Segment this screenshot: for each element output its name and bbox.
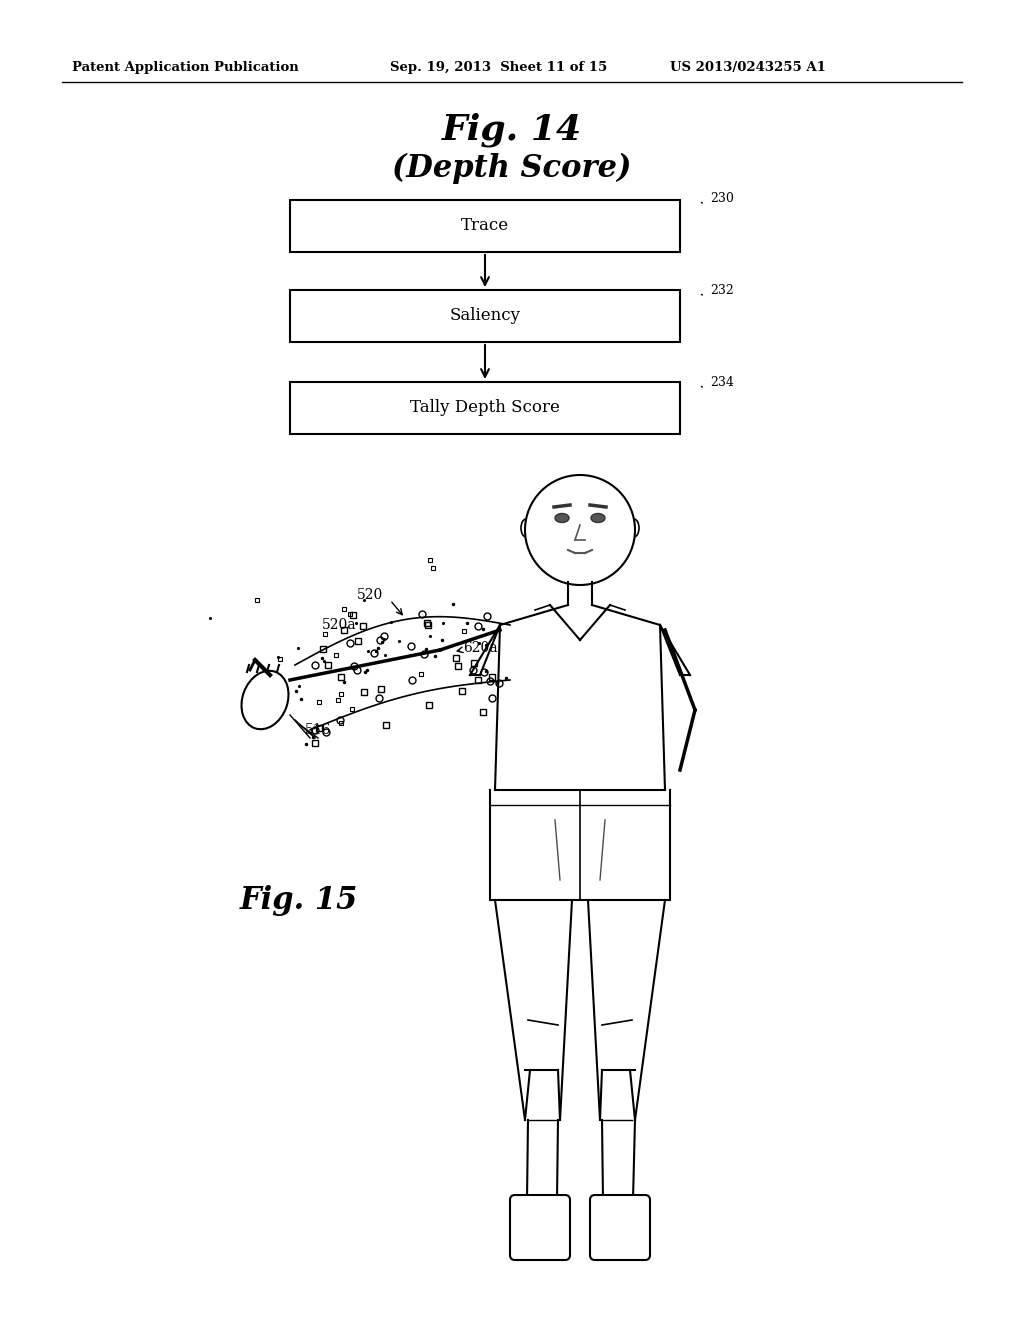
Bar: [290, 201, 680, 252]
Text: Fig. 15: Fig. 15: [240, 884, 358, 916]
Ellipse shape: [521, 519, 531, 537]
Text: 520: 520: [357, 587, 383, 602]
Text: Tally Depth Score: Tally Depth Score: [410, 400, 560, 417]
Bar: [290, 290, 680, 342]
Text: Fig. 14: Fig. 14: [442, 112, 582, 148]
Text: Patent Application Publication: Patent Application Publication: [72, 62, 299, 74]
Text: 516: 516: [305, 723, 332, 737]
Text: 520a: 520a: [322, 618, 356, 632]
Ellipse shape: [242, 671, 289, 729]
Text: 232: 232: [710, 284, 734, 297]
Text: (Depth Score): (Depth Score): [392, 152, 632, 183]
Text: 234: 234: [710, 375, 734, 388]
Ellipse shape: [555, 513, 569, 523]
Text: Saliency: Saliency: [450, 308, 520, 325]
Ellipse shape: [591, 513, 605, 523]
Text: Sep. 19, 2013  Sheet 11 of 15: Sep. 19, 2013 Sheet 11 of 15: [390, 62, 607, 74]
Ellipse shape: [629, 519, 639, 537]
Text: Trace: Trace: [461, 218, 509, 235]
Text: 230: 230: [710, 191, 734, 205]
FancyBboxPatch shape: [510, 1195, 570, 1261]
Text: 620a: 620a: [463, 642, 498, 655]
Bar: [290, 381, 680, 434]
Text: US 2013/0243255 A1: US 2013/0243255 A1: [670, 62, 826, 74]
Circle shape: [525, 475, 635, 585]
FancyBboxPatch shape: [590, 1195, 650, 1261]
